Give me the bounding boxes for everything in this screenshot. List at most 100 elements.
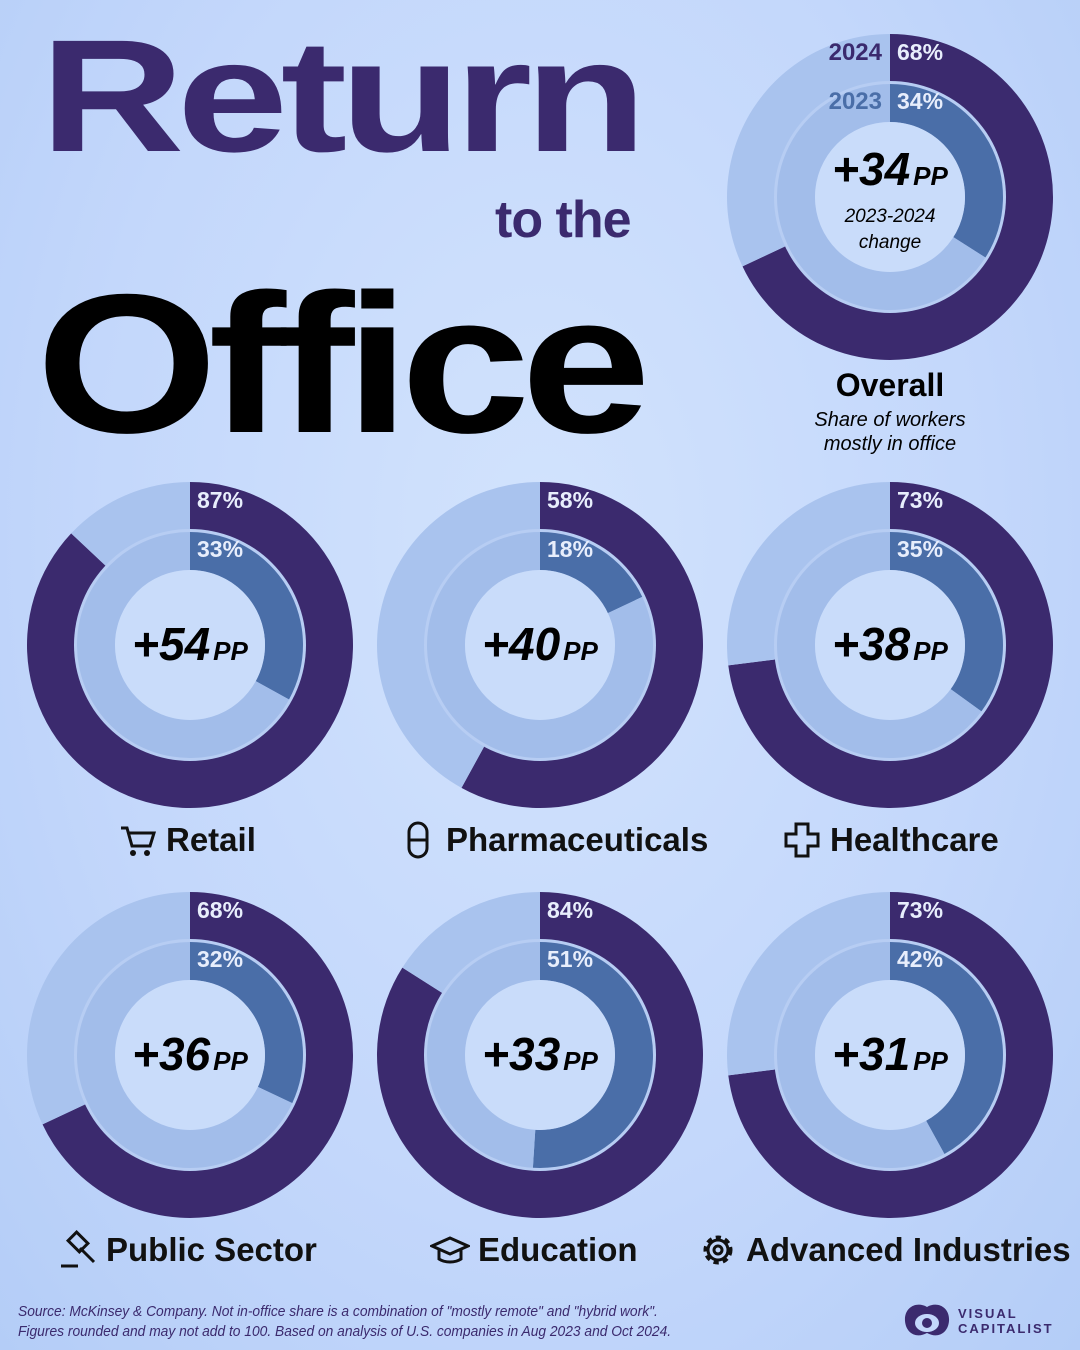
logo-icon bbox=[904, 1304, 950, 1336]
donut-chart: 73% 42% +31 PP bbox=[727, 892, 1053, 1218]
arc-2024-not-in-office bbox=[727, 34, 890, 267]
change-value: +31 PP bbox=[832, 1028, 948, 1080]
donut-overall: 68% 34% 2024 2023 +34 PP 2023-2024 change bbox=[720, 27, 1060, 367]
change-caption-1: 2023-2024 bbox=[844, 206, 936, 227]
donut-chart: 68% 34% 2024 2023 +34 PP 2023-2024 change bbox=[727, 34, 1053, 360]
arc-2024-not-in-office bbox=[727, 892, 890, 1076]
donut-retail: 87% 33% +54 PP bbox=[20, 475, 360, 815]
arc-2023-in-office bbox=[540, 532, 643, 614]
category-name: Retail bbox=[166, 821, 256, 858]
category-name: Pharmaceuticals bbox=[446, 821, 709, 858]
label-2024-value: 73% bbox=[897, 897, 943, 923]
category-label: Healthcare bbox=[782, 820, 999, 860]
label-2023-value: 34% bbox=[897, 88, 943, 114]
pill-icon bbox=[407, 821, 429, 859]
arc-2023-not-in-office bbox=[777, 532, 982, 758]
change-value: +54 PP bbox=[132, 618, 248, 670]
label-2023-value: 32% bbox=[197, 946, 243, 972]
donut-chart: 58% 18% +40 PP bbox=[377, 482, 703, 808]
arc-2023-in-office bbox=[890, 84, 1003, 258]
category-name: Education bbox=[478, 1231, 638, 1268]
arc-2023-in-office bbox=[190, 942, 303, 1104]
donut-center bbox=[115, 980, 265, 1130]
category-label: Advanced Industries bbox=[698, 1230, 1071, 1270]
category-label: Retail bbox=[118, 820, 256, 860]
medical-cross-icon bbox=[784, 822, 820, 858]
arc-2024-in-office bbox=[461, 482, 703, 808]
donut-center bbox=[815, 980, 965, 1130]
label-2023-value: 35% bbox=[897, 536, 943, 562]
label-2024-value: 84% bbox=[547, 897, 593, 923]
title-to-the: to the bbox=[495, 191, 632, 249]
donut-center bbox=[115, 570, 265, 720]
category-name: Advanced Industries bbox=[746, 1231, 1071, 1268]
title-return: Return bbox=[40, 6, 647, 185]
source-line2: Figures rounded and may not add to 100. … bbox=[18, 1323, 672, 1340]
label-2023-value: 33% bbox=[197, 536, 243, 562]
arc-2023-in-office bbox=[890, 532, 1003, 712]
donut-chart: 84% 51% +33 PP bbox=[377, 892, 703, 1218]
arc-2023-in-office bbox=[532, 942, 654, 1168]
category-label: Public Sector bbox=[58, 1230, 317, 1270]
logo-line1: VISUAL bbox=[958, 1306, 1018, 1321]
donut-chart: 68% 32% +36 PP bbox=[26, 892, 354, 1218]
arc-2024-in-office bbox=[42, 892, 354, 1218]
title-office: Office bbox=[36, 253, 651, 474]
change-caption-2: change bbox=[859, 232, 921, 253]
change-value: +40 PP bbox=[482, 618, 598, 670]
overall-label: Overall bbox=[835, 367, 945, 403]
gavel-icon bbox=[61, 1230, 96, 1268]
subtitle-line2: mostly in office bbox=[823, 433, 957, 455]
category-name: Public Sector bbox=[106, 1231, 317, 1268]
label-2024-value: 73% bbox=[897, 487, 943, 513]
arc-2023-not-in-office bbox=[777, 84, 986, 310]
label-2023-value: 51% bbox=[547, 946, 593, 972]
arc-2023-in-office bbox=[890, 942, 1003, 1155]
arc-2023-in-office bbox=[190, 532, 303, 700]
change-value: +34 PP bbox=[832, 143, 948, 195]
donut-center bbox=[815, 570, 965, 720]
arc-2023-not-in-office bbox=[76, 942, 293, 1168]
subtitle-line1: Share of workers bbox=[814, 409, 966, 431]
arc-2023-not-in-office bbox=[427, 942, 540, 1168]
label-2023-value: 18% bbox=[547, 536, 593, 562]
arc-2024-not-in-office bbox=[402, 892, 540, 994]
category-name: Healthcare bbox=[830, 821, 999, 858]
arc-2024-not-in-office bbox=[377, 482, 540, 788]
change-value: +38 PP bbox=[832, 618, 948, 670]
arc-2024-in-office bbox=[742, 34, 1053, 360]
legend-2023: 2023 bbox=[829, 88, 882, 115]
change-value: +36 PP bbox=[132, 1028, 248, 1080]
donut-center bbox=[815, 122, 965, 272]
label-2024-value: 68% bbox=[897, 39, 943, 65]
arc-2023-not-in-office bbox=[426, 532, 653, 758]
donut-healthcare: 73% 35% +38 PP bbox=[720, 475, 1060, 815]
category-label: Pharmaceuticals bbox=[398, 820, 708, 860]
shopping-cart-icon bbox=[121, 826, 157, 856]
donut-pharmaceuticals: 58% 18% +40 PP bbox=[370, 475, 710, 815]
donut-center bbox=[465, 980, 615, 1130]
label-2024-value: 58% bbox=[547, 487, 593, 513]
arc-2024-not-in-office bbox=[26, 892, 191, 1125]
source-note: Source: McKinsey & Company. Not in-offic… bbox=[18, 1302, 671, 1342]
graduation-cap-icon bbox=[430, 1236, 470, 1264]
arc-2023-not-in-office bbox=[777, 942, 945, 1168]
source-line1: Source: McKinsey & Company. Not in-offic… bbox=[18, 1303, 658, 1320]
change-value: +33 PP bbox=[482, 1028, 598, 1080]
donut-education: 84% 51% +33 PP bbox=[370, 885, 710, 1225]
donut-center bbox=[465, 570, 615, 720]
arc-2023-not-in-office bbox=[76, 532, 290, 758]
logo-line2: CAPITALIST bbox=[958, 1321, 1054, 1336]
overall-subtitle: Share of workers mostly in office bbox=[720, 408, 1060, 456]
donut-public-sector: 68% 32% +36 PP bbox=[20, 885, 360, 1225]
label-2024-value: 87% bbox=[197, 487, 243, 513]
visual-capitalist-logo: VISUAL CAPITALIST bbox=[902, 1303, 1054, 1339]
label-2024-value: 68% bbox=[197, 897, 243, 923]
donut-chart: 73% 35% +38 PP bbox=[727, 482, 1053, 808]
donut-advanced-industries: 73% 42% +31 PP bbox=[720, 885, 1060, 1225]
category-label: Education bbox=[430, 1230, 638, 1270]
label-2023-value: 42% bbox=[897, 946, 943, 972]
arc-2024-not-in-office bbox=[727, 482, 890, 666]
donut-chart: 87% 33% +54 PP bbox=[26, 482, 354, 808]
gear-icon bbox=[703, 1235, 733, 1265]
